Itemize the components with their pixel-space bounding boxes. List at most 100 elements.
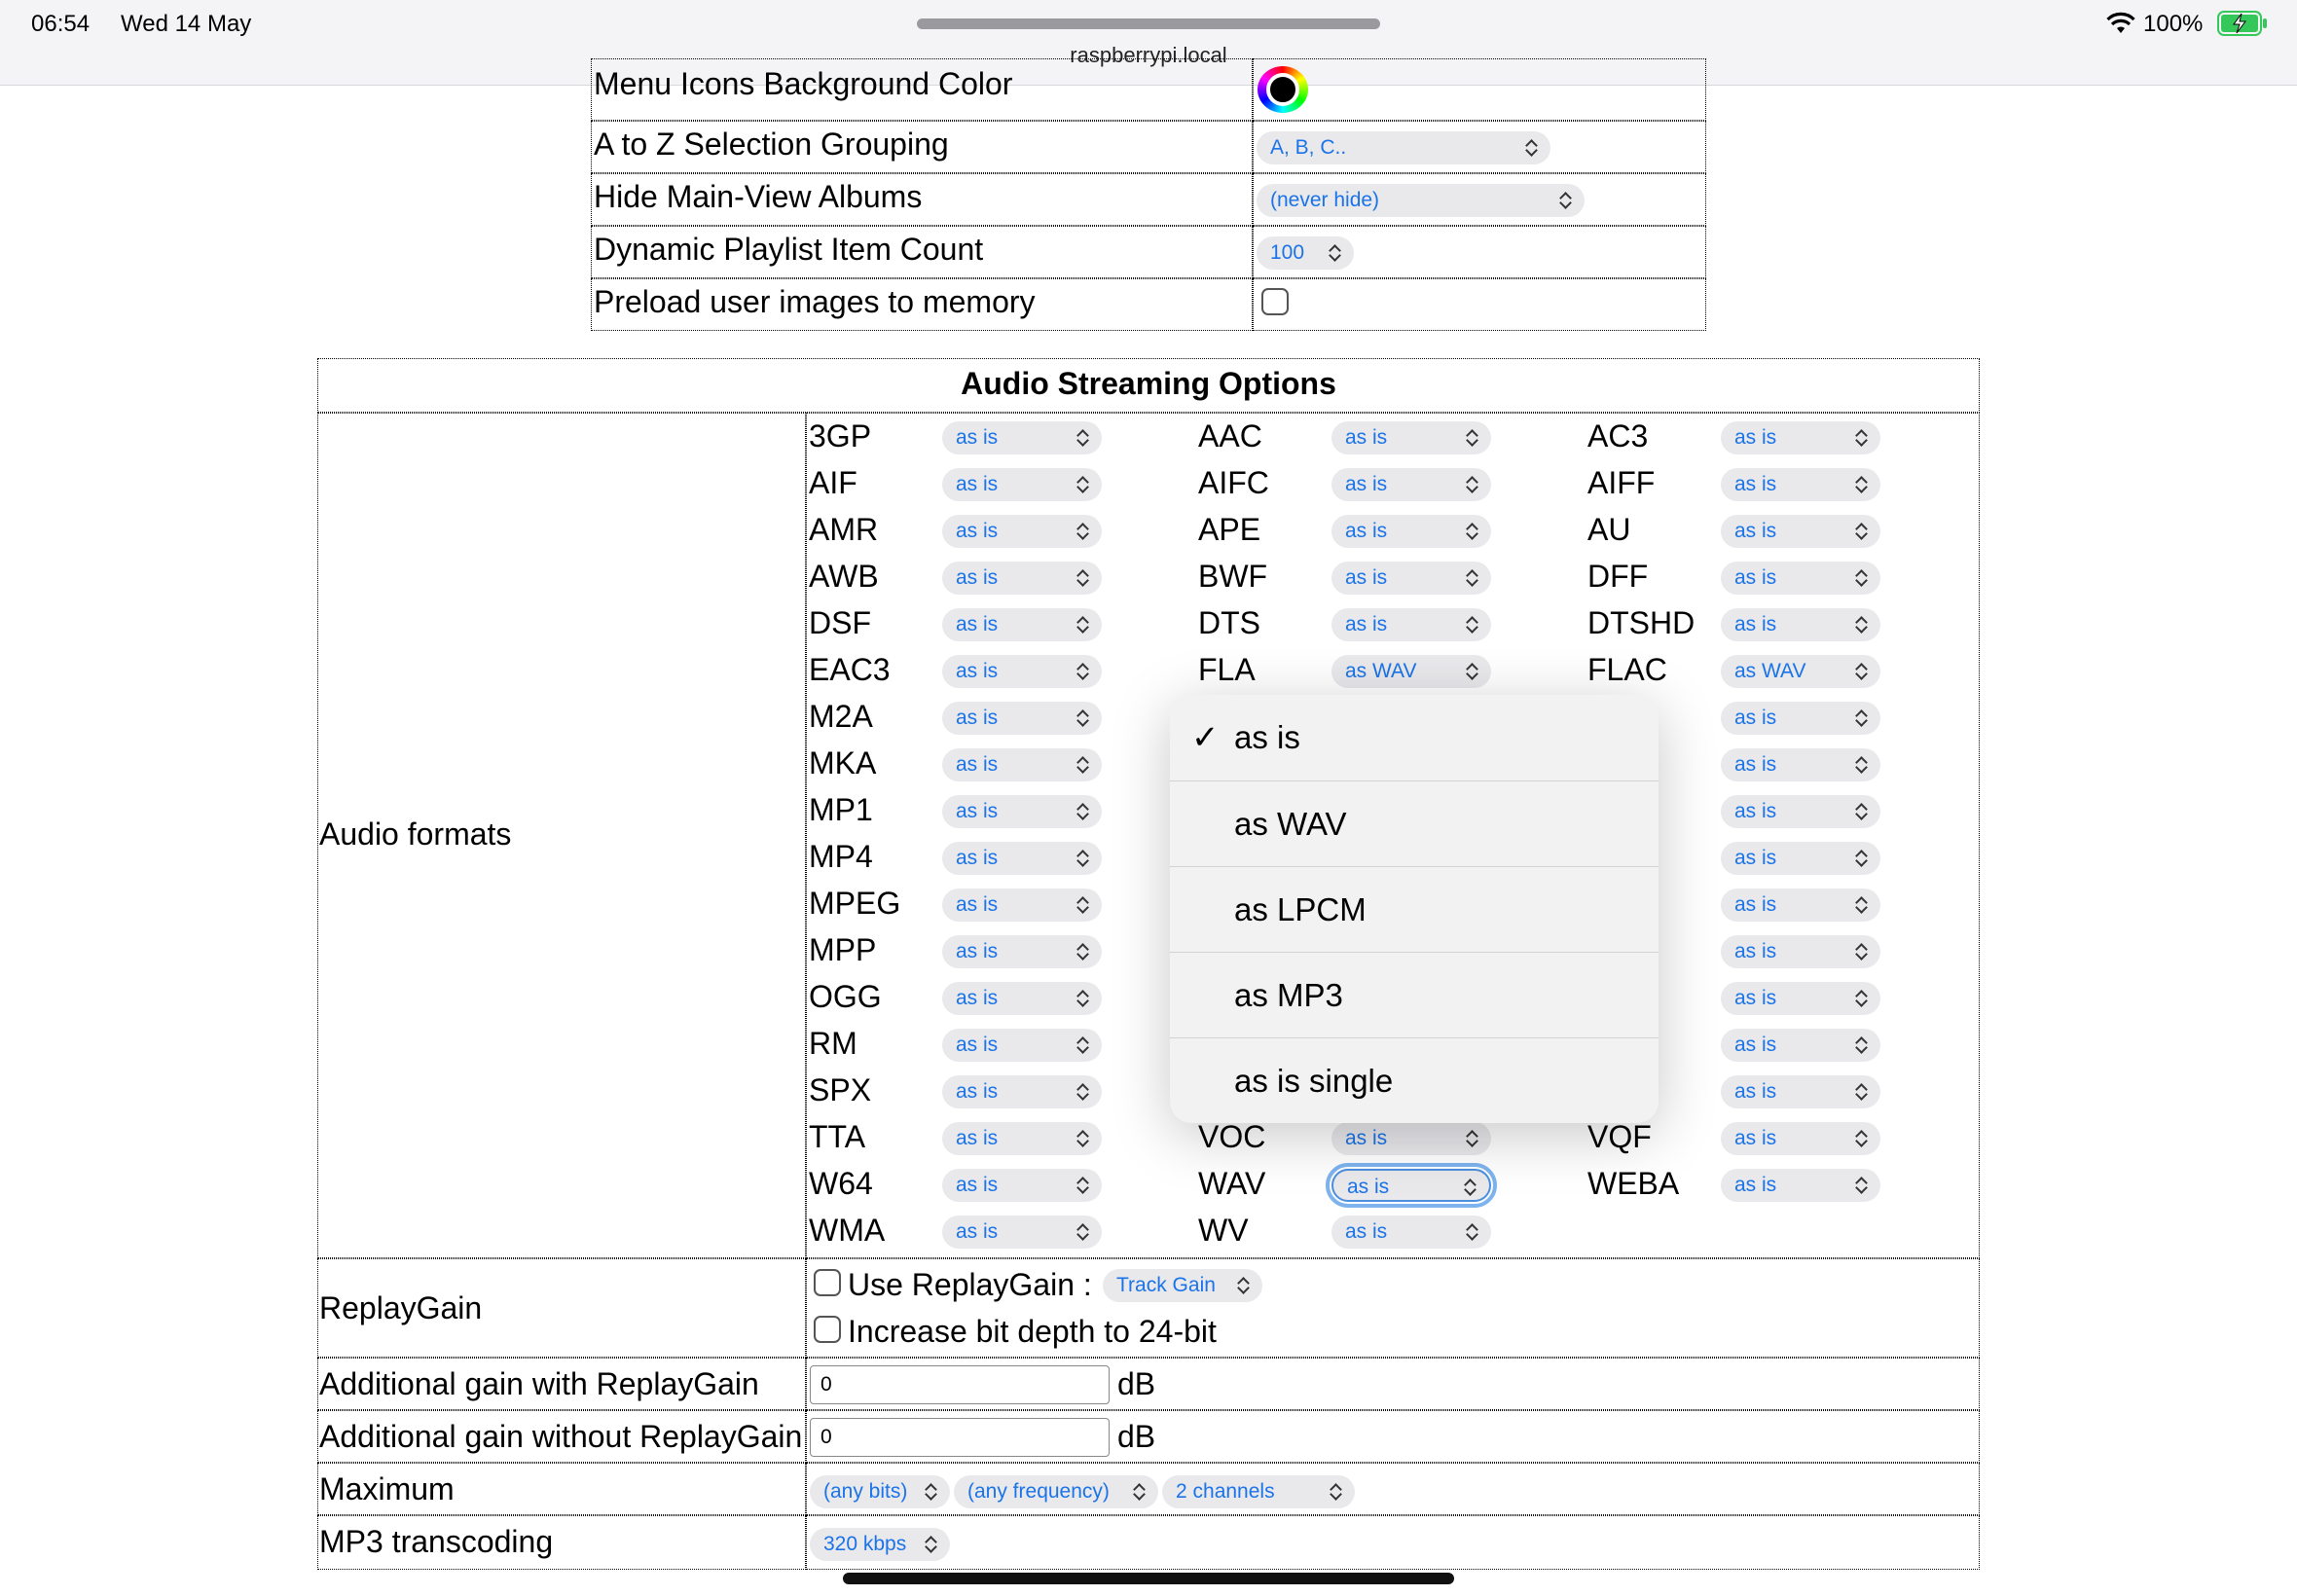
address-bar-url[interactable]: raspberrypi.local	[1070, 43, 1227, 67]
gain-without-input[interactable]: 0	[810, 1418, 1110, 1457]
format-conversion-select[interactable]: as is	[1721, 748, 1880, 781]
menu-item-as-wav[interactable]: as WAV	[1170, 780, 1659, 866]
chevron-updown-icon	[1076, 1176, 1090, 1195]
format-conversion-select[interactable]: as is	[1721, 1169, 1880, 1202]
section-title: Audio Streaming Options	[961, 366, 1336, 401]
format-conversion-select[interactable]: as is	[942, 982, 1102, 1015]
format-conversion-select[interactable]: as is	[1331, 1122, 1491, 1155]
format-conversion-select[interactable]: as is	[942, 702, 1102, 735]
format-conversion-select[interactable]: as is	[1721, 795, 1880, 828]
menu-item-as-lpcm[interactable]: as LPCM	[1170, 866, 1659, 952]
format-conversion-select[interactable]: as is	[1721, 562, 1880, 595]
chevron-updown-icon	[1464, 1178, 1477, 1197]
replaygain-mode-select[interactable]: Track Gain	[1103, 1269, 1262, 1302]
preload-images-checkbox[interactable]	[1261, 288, 1289, 315]
format-conversion-select[interactable]: as is	[942, 655, 1102, 688]
format-conversion-select[interactable]: as is	[1721, 1075, 1880, 1108]
format-conversion-select[interactable]: as is	[942, 889, 1102, 922]
format-conversion-select[interactable]: as is	[942, 421, 1102, 454]
format-name: DTS	[1198, 605, 1260, 640]
format-conversion-select[interactable]: as is	[942, 795, 1102, 828]
format-conversion-select[interactable]: as is	[1326, 1163, 1497, 1208]
format-conversion-select[interactable]: as is	[1331, 1215, 1491, 1249]
chevron-updown-icon	[1076, 428, 1090, 448]
format-conversion-select[interactable]: as is	[942, 468, 1102, 501]
chevron-updown-icon	[1076, 475, 1090, 494]
format-conversion-select[interactable]: as is	[1331, 562, 1491, 595]
format-name: AC3	[1587, 418, 1649, 453]
chevron-updown-icon	[1076, 1035, 1090, 1055]
table-cell	[806, 413, 1980, 1258]
chevron-updown-icon	[1466, 1129, 1479, 1148]
table-cell	[1253, 58, 1706, 121]
gain-without-unit: dB	[1117, 1419, 1156, 1454]
az-grouping-select[interactable]: A, B, C..	[1257, 131, 1550, 164]
format-conversion-select[interactable]: as is	[942, 1122, 1102, 1155]
format-name: MP1	[809, 792, 873, 827]
format-conversion-select[interactable]: as is	[1721, 702, 1880, 735]
max-channels-select[interactable]: 2 channels	[1162, 1475, 1355, 1508]
chevron-updown-icon	[1855, 568, 1869, 588]
format-conversion-select[interactable]: as is	[1721, 935, 1880, 968]
format-conversion-select[interactable]: as is	[942, 1169, 1102, 1202]
format-conversion-select[interactable]: as is	[1721, 842, 1880, 875]
mp3-bitrate-select[interactable]: 320 kbps	[810, 1528, 950, 1561]
table-cell	[1253, 121, 1706, 173]
format-conversion-select[interactable]: as is	[1331, 421, 1491, 454]
color-picker-swatch[interactable]	[1258, 66, 1308, 113]
format-conversion-select[interactable]: as is	[1721, 608, 1880, 641]
mp3-transcoding-label: MP3 transcoding	[319, 1524, 554, 1559]
format-conversion-select[interactable]: as is	[942, 842, 1102, 875]
format-name: AMR	[809, 512, 879, 547]
chevron-updown-icon	[1855, 989, 1869, 1008]
bit-depth-checkbox[interactable]	[814, 1316, 841, 1343]
chevron-updown-icon	[1076, 942, 1090, 961]
format-name: AWB	[809, 559, 879, 594]
chevron-updown-icon	[1076, 1222, 1090, 1242]
max-frequency-select[interactable]: (any frequency)	[954, 1475, 1158, 1508]
use-replaygain-checkbox[interactable]	[814, 1269, 841, 1296]
format-conversion-select[interactable]: as is	[942, 515, 1102, 548]
date-label: Wed 14 May	[121, 11, 252, 37]
format-conversion-select[interactable]: as is	[1331, 608, 1491, 641]
multitasking-handle[interactable]	[917, 18, 1380, 29]
playlist-count-select[interactable]: 100	[1257, 236, 1354, 270]
format-name: M2A	[809, 699, 873, 734]
table-cell	[806, 1358, 1980, 1410]
format-conversion-select[interactable]: as is	[1331, 468, 1491, 501]
table-row	[591, 58, 1253, 121]
format-conversion-select[interactable]: as is	[942, 1215, 1102, 1249]
format-conversion-select[interactable]: as is	[1721, 889, 1880, 922]
format-conversion-select[interactable]: as is	[942, 748, 1102, 781]
hide-albums-select[interactable]: (never hide)	[1257, 184, 1585, 217]
format-conversion-select[interactable]: as is	[1721, 982, 1880, 1015]
format-conversion-select[interactable]: as is	[942, 562, 1102, 595]
format-conversion-select[interactable]: as is	[942, 935, 1102, 968]
table-row	[591, 173, 1253, 226]
format-conversion-select[interactable]: as is	[1331, 515, 1491, 548]
format-conversion-select[interactable]: as WAV	[1331, 655, 1491, 688]
gain-with-input[interactable]: 0	[810, 1365, 1110, 1404]
chevron-updown-icon	[1329, 243, 1342, 263]
format-conversion-select[interactable]: as is	[1721, 468, 1880, 501]
menu-item-as-is[interactable]: ✓ as is	[1170, 695, 1659, 780]
format-name: AIF	[809, 465, 857, 500]
chevron-updown-icon	[1855, 615, 1869, 635]
browser-status-bar: 06:54 Wed 14 May raspberrypi.local 100%	[0, 0, 2297, 86]
table-row	[591, 278, 1253, 331]
format-conversion-select[interactable]: as is	[1721, 515, 1880, 548]
format-conversion-select[interactable]: as is	[1721, 1029, 1880, 1062]
chevron-updown-icon	[1466, 475, 1479, 494]
format-conversion-select[interactable]: as WAV	[1721, 655, 1880, 688]
format-conversion-select[interactable]: as is	[942, 608, 1102, 641]
menu-item-as-mp3[interactable]: as MP3	[1170, 952, 1659, 1037]
format-name: WMA	[809, 1213, 886, 1248]
max-bits-select[interactable]: (any bits)	[810, 1475, 950, 1508]
home-indicator[interactable]	[843, 1573, 1454, 1584]
menu-item-as-is-single[interactable]: as is single	[1170, 1037, 1659, 1123]
format-conversion-select[interactable]: as is	[942, 1075, 1102, 1108]
format-conversion-select[interactable]: as is	[1721, 1122, 1880, 1155]
format-conversion-select[interactable]: as is	[1721, 421, 1880, 454]
battery-percent: 100%	[2143, 11, 2204, 37]
format-conversion-select[interactable]: as is	[942, 1029, 1102, 1062]
